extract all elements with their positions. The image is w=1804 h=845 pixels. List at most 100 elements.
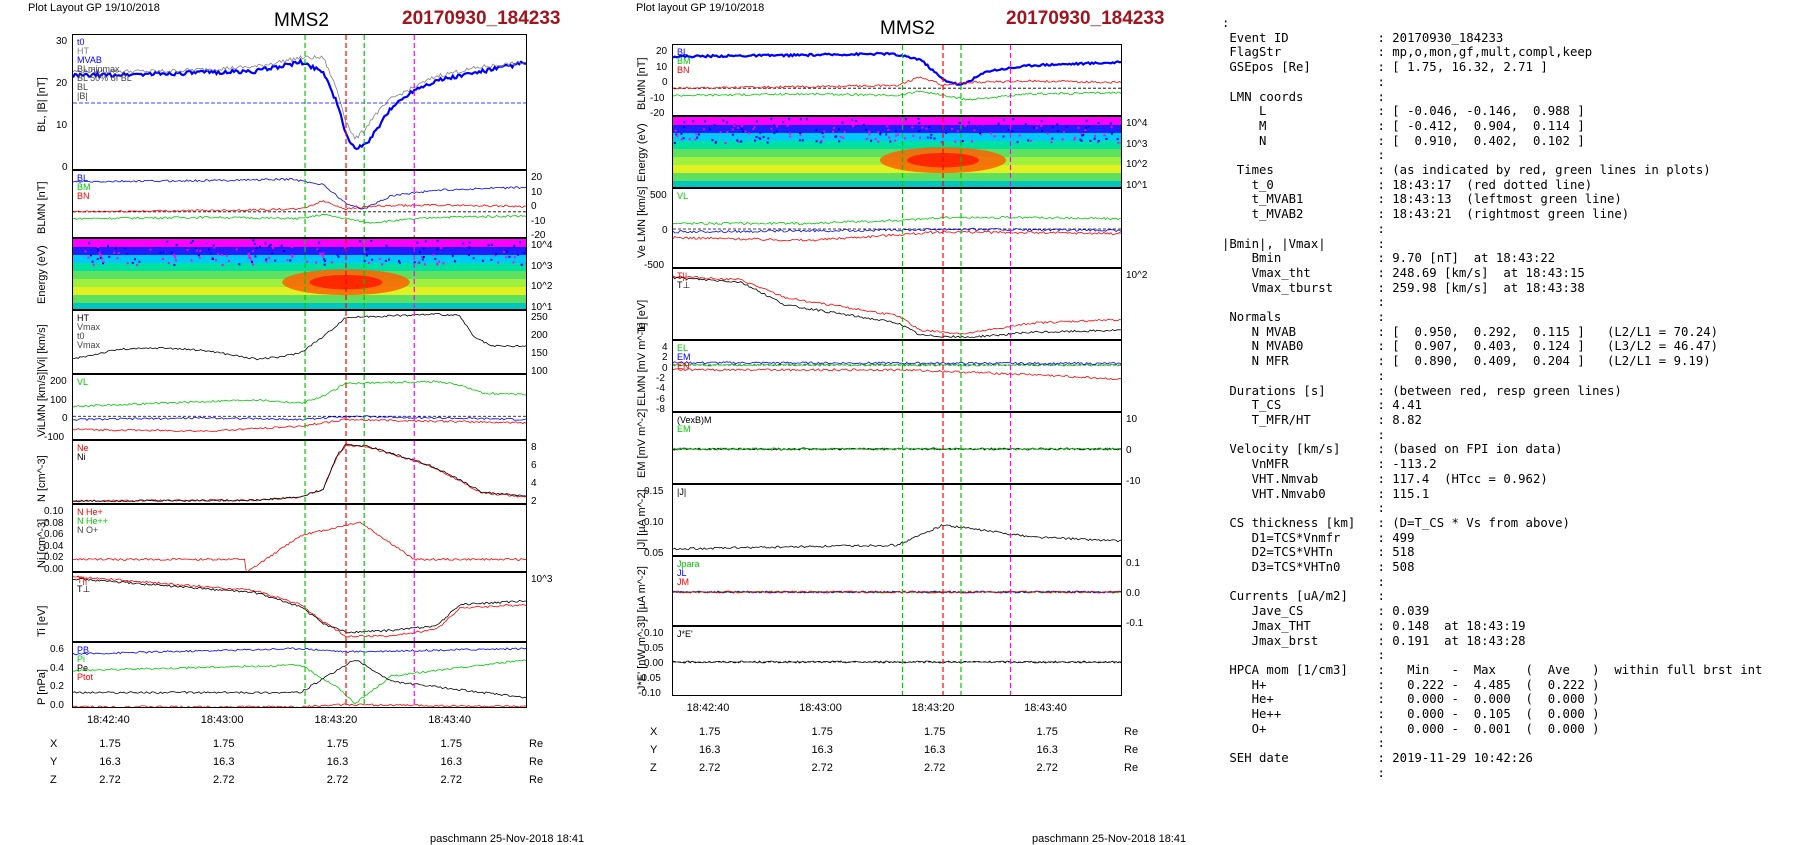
info-line: Velocity [km/s] : (based on FPI ion data… (1222, 442, 1762, 457)
spectrogram-pixel (438, 261, 440, 263)
spectrogram-pixel (1080, 133, 1082, 135)
spectrogram-pixel (869, 133, 871, 135)
y-tick-label: 10^3 (1126, 139, 1147, 150)
legend-entry: J*E' (677, 629, 693, 639)
left-event-id: 20170930_184233 (402, 8, 561, 30)
coord-value: 1.75 (327, 738, 348, 750)
spectrogram-pixel (886, 125, 888, 127)
spectrogram-pixel (319, 253, 321, 255)
panel-svg (73, 311, 527, 374)
spectrogram-pixel (800, 118, 802, 120)
spectrogram-pixel (788, 118, 790, 120)
spectrogram-pixel (242, 239, 244, 241)
info-line: Times : (as indicated by red, green line… (1222, 163, 1762, 178)
panel (72, 238, 527, 310)
spectrogram-pixel (436, 263, 438, 265)
panel (672, 116, 1122, 188)
panel-svg (673, 485, 1122, 556)
spectrogram-pixel (166, 241, 168, 243)
spectrogram-pixel (753, 128, 755, 130)
panel-svg (73, 375, 527, 440)
y-axis-label: BL, |B| [nT] (36, 77, 48, 132)
spectrogram-pixel (495, 253, 497, 255)
spectrogram-pixel (979, 132, 981, 134)
spectrogram-pixel (287, 259, 289, 261)
spectrogram-pixel (90, 254, 92, 256)
spectrogram-pixel (265, 242, 267, 244)
info-line: Jmax_THT : 0.148 at 18:43:19 (1222, 619, 1762, 634)
spectrogram-pixel (176, 244, 178, 246)
spectrogram-pixel (252, 239, 254, 241)
panel: J*E' (672, 626, 1122, 696)
spectrogram-pixel (697, 119, 699, 121)
legend-entry: |J| (677, 487, 686, 497)
spectrogram-pixel (134, 258, 136, 260)
spectrogram-pixel (97, 258, 99, 260)
spectrogram-pixel (930, 134, 932, 136)
spectrogram-pixel (930, 137, 932, 139)
info-line: D1=TCS*Vnmfr : 499 (1222, 531, 1762, 546)
spectrogram-pixel (1103, 134, 1105, 136)
y-tick-label: 20 (531, 172, 542, 183)
event-info-text: : Event ID : 20170930_184233 FlagStr : m… (1222, 16, 1762, 781)
legend-entry: Ptot (77, 672, 93, 682)
x-tick-label: 18:43:40 (428, 714, 471, 726)
spectrogram-pixel (754, 140, 756, 142)
spectrogram-pixel (948, 123, 950, 125)
spectrogram-pixel (1066, 126, 1068, 128)
y-tick-label: 500 (650, 190, 667, 201)
spectrogram-pixel (998, 123, 1000, 125)
y-axis-label: BLMN [nT] (636, 57, 648, 110)
spectrogram-pixel (957, 130, 959, 132)
y-tick-label: 0.0 (50, 700, 64, 711)
info-line: : (1222, 222, 1762, 237)
spectrogram-pixel (364, 260, 366, 262)
y-tick-label: 250 (531, 312, 548, 323)
series-line (73, 381, 527, 408)
spectrogram-pixel (315, 262, 317, 264)
spectrogram-pixel (162, 243, 164, 245)
y-tick-label: 0.10 (44, 506, 63, 517)
spectrogram-band (673, 117, 1122, 126)
spectrogram-pixel (248, 254, 250, 256)
info-line: HPCA mom [1/cm3] : Min - Max ( Ave ) wit… (1222, 663, 1762, 678)
spectrogram-pixel (994, 135, 996, 137)
y-tick-label: 0.02 (44, 552, 63, 563)
spectrogram-pixel (680, 133, 682, 135)
y-tick-label: -10 (650, 93, 664, 104)
y-tick-label: 20 (656, 46, 667, 57)
spectrogram-pixel (438, 243, 440, 245)
spectrogram-pixel (822, 136, 824, 138)
spectrogram-pixel (254, 243, 256, 245)
spectrogram-pixel (197, 245, 199, 247)
spectrogram-pixel (1111, 126, 1113, 128)
spectrogram-pixel (1008, 129, 1010, 131)
y-tick-label: -0.10 (638, 688, 661, 699)
info-line: LMN coords : (1222, 90, 1762, 105)
info-line: FlagStr : mp,o,mon,gf,mult,compl,keep (1222, 45, 1762, 60)
left-plot-title: MMS2 (274, 10, 329, 32)
spectrogram-pixel (228, 260, 230, 262)
spectrogram-pixel (695, 133, 697, 135)
info-line: VHT.Nmvab0 : 115.1 (1222, 487, 1762, 502)
series-line (673, 276, 1122, 335)
spectrogram-pixel (427, 245, 429, 247)
spectrogram-band (73, 247, 527, 256)
spectrogram-pixel (198, 254, 200, 256)
series-line (73, 56, 527, 139)
spectrogram-pixel (175, 259, 177, 261)
spectrogram-pixel (1052, 126, 1054, 128)
spectrogram-pixel (964, 125, 966, 127)
info-line: Jmax_brst : 0.191 at 18:43:28 (1222, 634, 1762, 649)
spectrogram-pixel (265, 258, 267, 260)
spectrogram-pixel (117, 257, 119, 259)
spectrogram-pixel (1084, 129, 1086, 131)
info-line: Jave_CS : 0.039 (1222, 604, 1762, 619)
spectrogram-pixel (103, 261, 105, 263)
info-line: Currents [uA/m2] : (1222, 589, 1762, 604)
spectrogram-pixel (1097, 141, 1099, 143)
spectrogram-pixel (741, 125, 743, 127)
legend-entry: JM (677, 577, 689, 587)
x-tick-label: 18:43:00 (799, 702, 842, 714)
